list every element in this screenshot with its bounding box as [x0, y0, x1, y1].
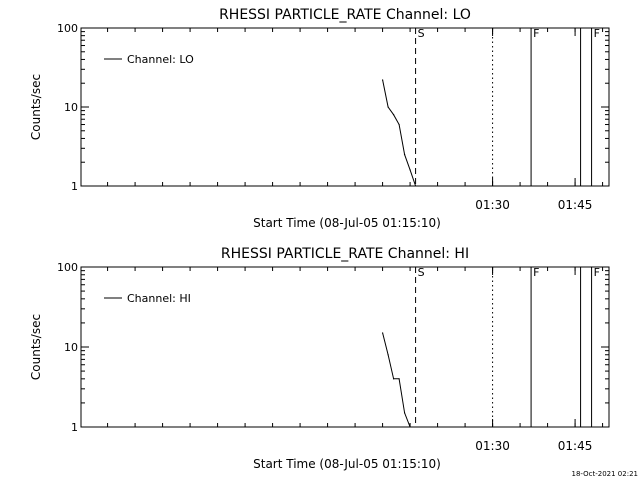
x-tick-label: 01:30 [475, 439, 510, 453]
data-point [381, 79, 384, 81]
chart-title: RHESSI PARTICLE_RATE Channel: HI [221, 246, 469, 262]
data-point [398, 123, 400, 126]
x-axis-label: Start Time (08-Jul-05 01:15:10) [253, 216, 441, 230]
y-axis-label: Counts/sec [29, 74, 43, 140]
y-tick-label: 100 [57, 22, 78, 35]
panel-lo: RHESSI PARTICLE_RATE Channel: LO Counts/s… [29, 7, 610, 230]
chart-title: RHESSI PARTICLE_RATE Channel: LO [219, 7, 471, 23]
panel-hi: RHESSI PARTICLE_RATE Channel: HI Counts/s… [29, 246, 610, 471]
x-tick-label: 01:45 [558, 198, 593, 212]
event-marker-label: F [533, 27, 539, 40]
data-series [381, 332, 411, 427]
x-tick-label: 01:30 [475, 198, 510, 212]
data-point [381, 332, 384, 334]
footer-timestamp: 18-Oct-2021 02:21 [572, 470, 638, 478]
data-series [381, 79, 417, 186]
legend-label: Channel: HI [127, 292, 191, 305]
x-tick-label: 01:45 [558, 439, 593, 453]
data-point [414, 185, 417, 186]
data-point [392, 378, 395, 380]
data-point [403, 153, 406, 156]
data-point [409, 426, 411, 427]
data-point [398, 378, 400, 380]
legend-label: Channel: LO [127, 53, 194, 66]
y-tick-label: 10 [64, 101, 78, 114]
data-point [387, 106, 389, 108]
data-point [387, 354, 389, 356]
y-axis-label: Counts/sec [29, 314, 43, 380]
x-axis-label: Start Time (08-Jul-05 01:15:10) [253, 457, 441, 471]
series-line [382, 332, 411, 427]
event-marker-label: S [418, 266, 425, 279]
y-tick-label: 100 [57, 261, 78, 274]
data-point [392, 114, 395, 116]
event-marker-label: F [594, 27, 600, 40]
y-tick-label: 1 [71, 421, 78, 434]
event-marker-label: S [418, 27, 425, 40]
data-point [409, 169, 411, 171]
y-tick-label: 10 [64, 341, 78, 354]
event-marker-label: F [533, 266, 539, 279]
data-point [403, 412, 406, 414]
y-tick-label: 1 [71, 180, 78, 193]
event-marker-label: F [594, 266, 600, 279]
